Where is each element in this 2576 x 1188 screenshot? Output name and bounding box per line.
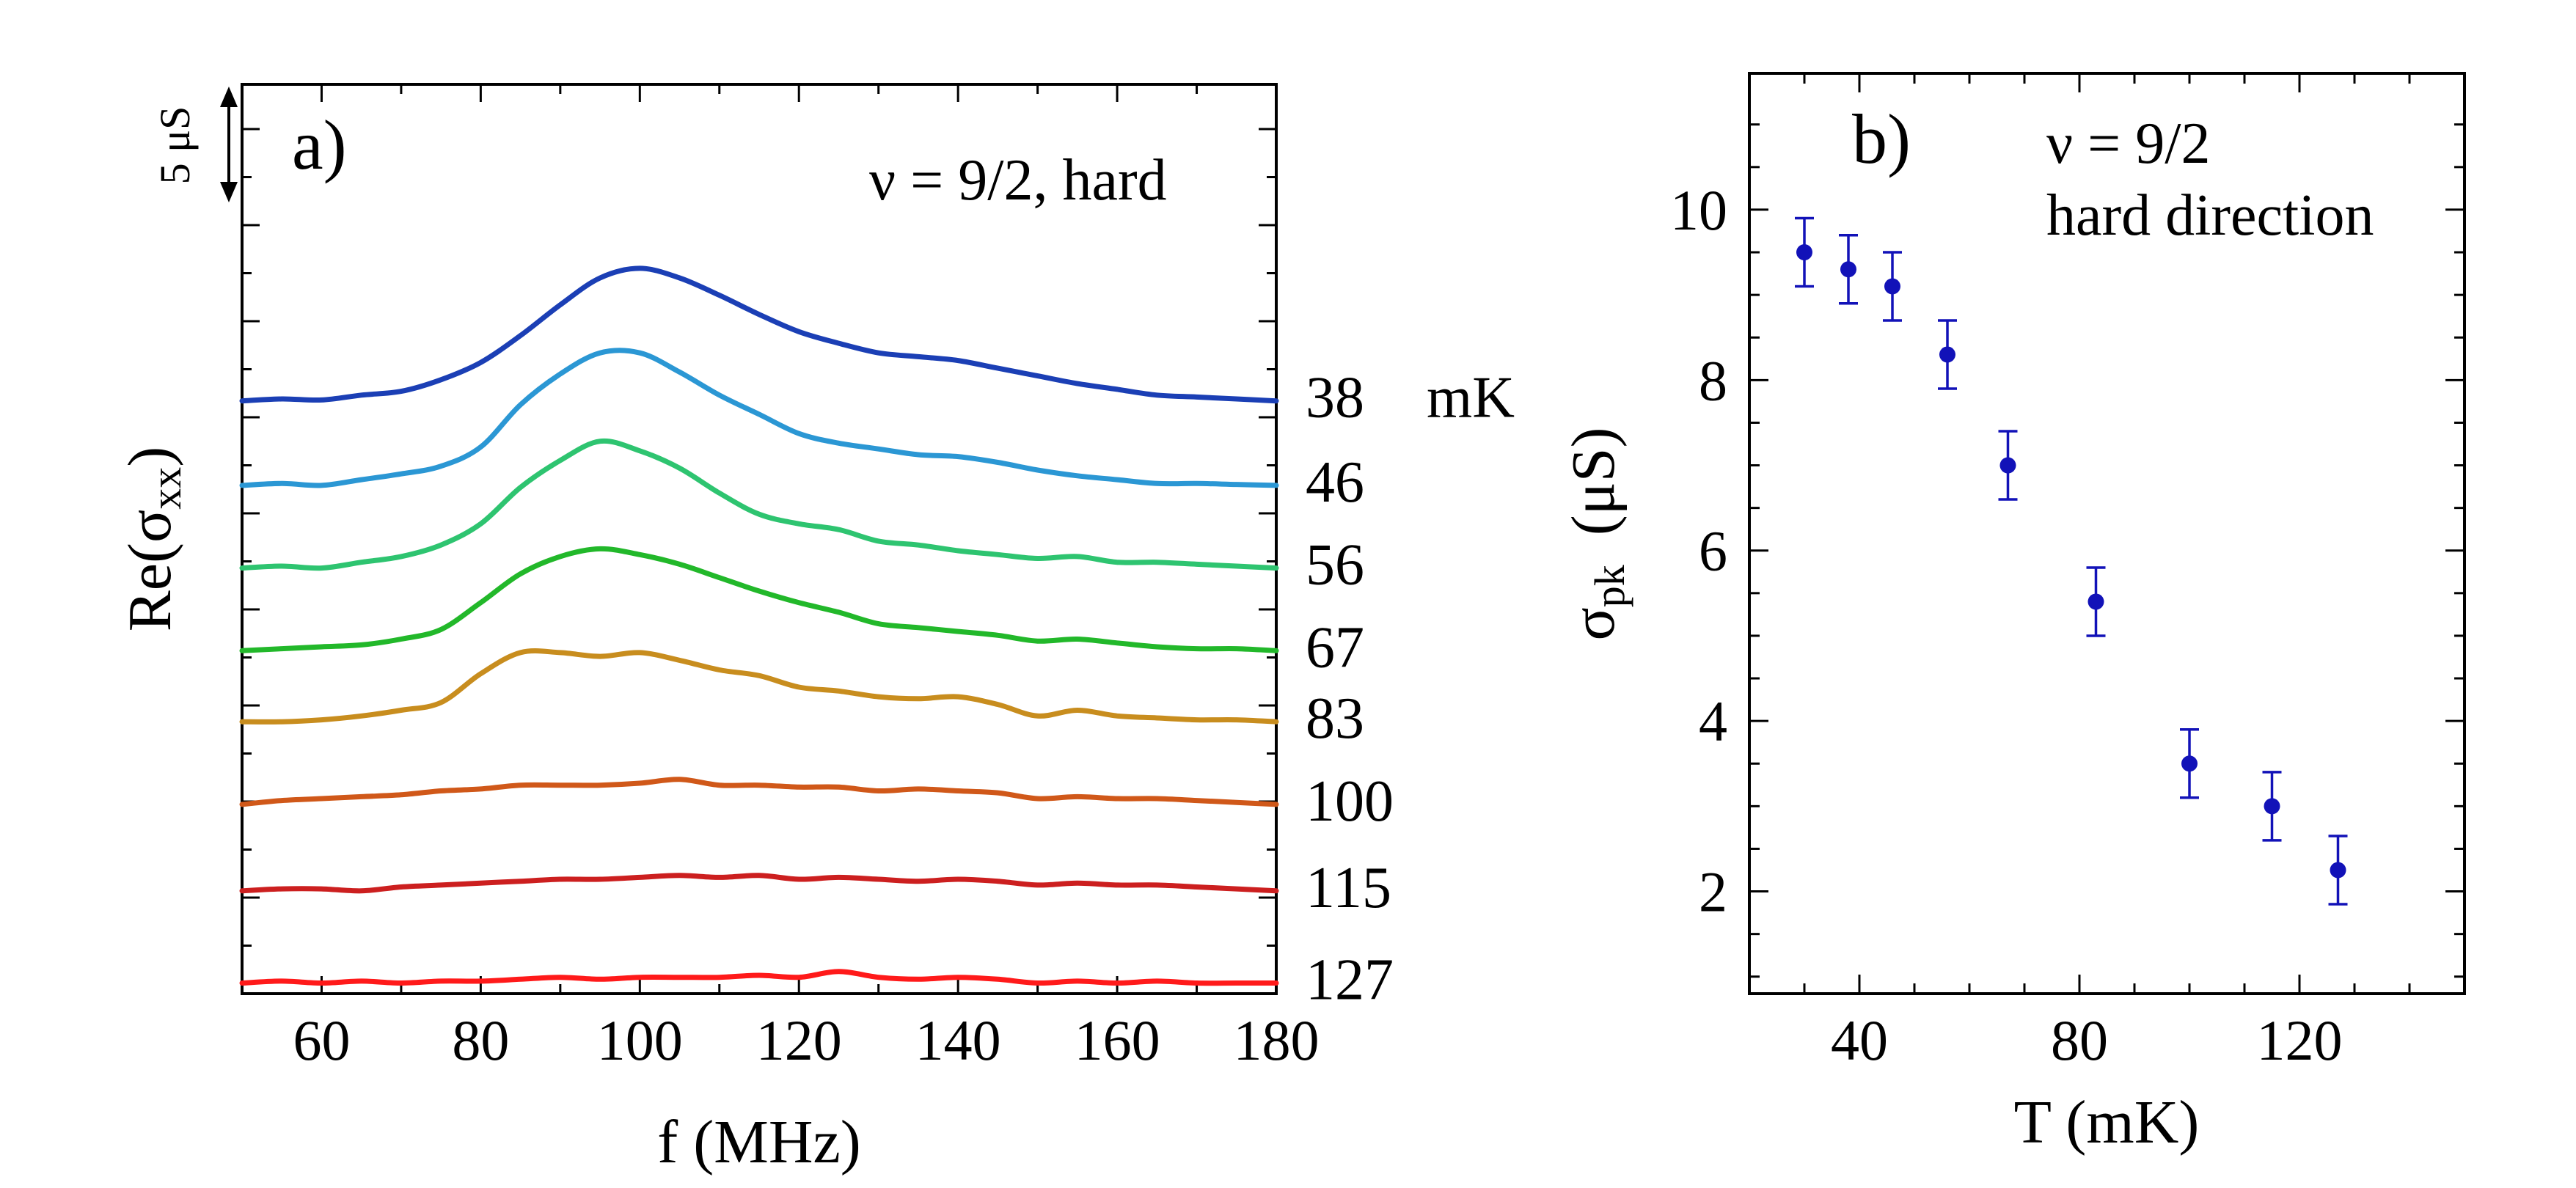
data-marker [1999,457,2016,474]
scale-bar: 5 μS [151,87,238,202]
curve-label-115: 115 [1306,856,1391,920]
data-point-2 [1839,234,1858,305]
panel-b-label: b) [1852,100,1911,178]
data-point-1 [1795,216,1814,288]
panel-a-y-axis-title: Re(σxx) [116,447,190,632]
data-marker [2181,755,2198,772]
data-marker [1796,244,1812,261]
panel-b-y-tick-label: 6 [1699,519,1727,583]
data-point-3 [1883,251,1902,322]
curve-label-46: 46 [1306,450,1364,515]
curve-38mK [239,265,1279,404]
panel-b-chart: 40 80 120 2 4 6 8 10 b) ν = 9/2 hard direction… [1559,72,2466,1156]
data-point-8 [2262,771,2282,842]
panel-b-y-axis-title: σpk (μS) [1559,428,1633,641]
panel-b-frame [1748,72,2466,995]
scale-bar-label: 5 μS [151,106,199,185]
curve-label-38: 38 [1306,366,1364,430]
curve-label-unit: mK [1427,366,1515,430]
scale-bar-bottom-arrow [220,182,238,202]
curve-56mK [239,438,1279,571]
panel-a-x-tick-labels: 60 80 100 120 140 160 180 [293,1008,1319,1072]
panel-b-x-tick-labels: 40 80 120 [1831,1008,2343,1072]
panel-b-x-tick-label: 80 [2051,1008,2108,1072]
data-marker [2264,798,2280,815]
panel-b-y-tick-label: 8 [1699,348,1727,412]
panel-b-points [1795,216,2348,906]
data-point-6 [2086,566,2106,637]
panel-a-x-tick-label: 60 [293,1008,350,1072]
curve-83mK [239,648,1279,725]
panel-b-y-axis-title-unit: (μS) [1559,428,1628,536]
data-marker [2087,593,2104,610]
data-point-7 [2180,728,2199,799]
curve-label-100: 100 [1306,769,1394,834]
curve-46mK [239,348,1279,488]
panel-a-label: a) [292,106,347,184]
panel-a-y-axis-title-close: ) [116,447,184,467]
panel-a-x-tick-label: 120 [756,1008,842,1072]
curve-100mK [239,777,1279,807]
panel-a-x-tick-label: 80 [452,1008,509,1072]
panel-b-x-tick-label: 120 [2257,1008,2343,1072]
panel-b-annotation-line1: ν = 9/2 [2046,111,2211,176]
panel-b-y-tick-label: 10 [1670,178,1727,242]
panel-a-x-tick-label: 160 [1075,1008,1160,1072]
data-marker [2330,862,2346,879]
panel-b-y-tick-label: 2 [1699,860,1727,924]
panel-a-ticks [241,84,1278,995]
scale-bar-top-arrow [220,87,238,107]
panel-b-y-axis-title-main: σ [1559,607,1628,640]
panel-a-x-tick-label: 140 [915,1008,1001,1072]
data-point-4 [1938,319,1957,390]
panel-a-x-tick-label: 180 [1234,1008,1320,1072]
curve-label-56: 56 [1306,533,1364,598]
panel-b-y-tick-labels: 2 4 6 8 10 [1670,178,1727,924]
panel-b-x-axis-title: T (mK) [2014,1088,2200,1156]
curve-label-127: 127 [1306,948,1394,1013]
curve-label-67: 67 [1306,615,1364,680]
curve-127mK [239,969,1279,986]
data-point-5 [1998,430,2018,501]
panel-b-y-axis-title-sub: pk [1586,565,1633,607]
data-marker [1840,261,1856,278]
panel-a-x-tick-label: 100 [597,1008,683,1072]
panel-b-x-tick-label: 40 [1831,1008,1888,1072]
curve-115mK [239,873,1279,894]
panel-b-annotation-line2: hard direction [2046,183,2374,248]
data-point-9 [2328,835,2348,906]
panel-a-annotation: ν = 9/2, hard [869,148,1167,213]
data-marker [1884,278,1900,295]
panel-b-y-tick-label: 4 [1699,689,1727,753]
curve-67mK [239,546,1279,653]
curve-label-83: 83 [1306,686,1364,751]
panel-b-ticks [1748,73,2466,994]
data-marker [1939,346,1955,363]
panel-a-y-axis-title-main: Re(σ [116,510,184,632]
panel-a-frame [241,83,1278,995]
panel-a-curves [239,265,1279,986]
panel-a-y-axis-title-sub: xx [142,467,190,510]
panel-a-x-axis-title: f (MHz) [657,1108,861,1176]
